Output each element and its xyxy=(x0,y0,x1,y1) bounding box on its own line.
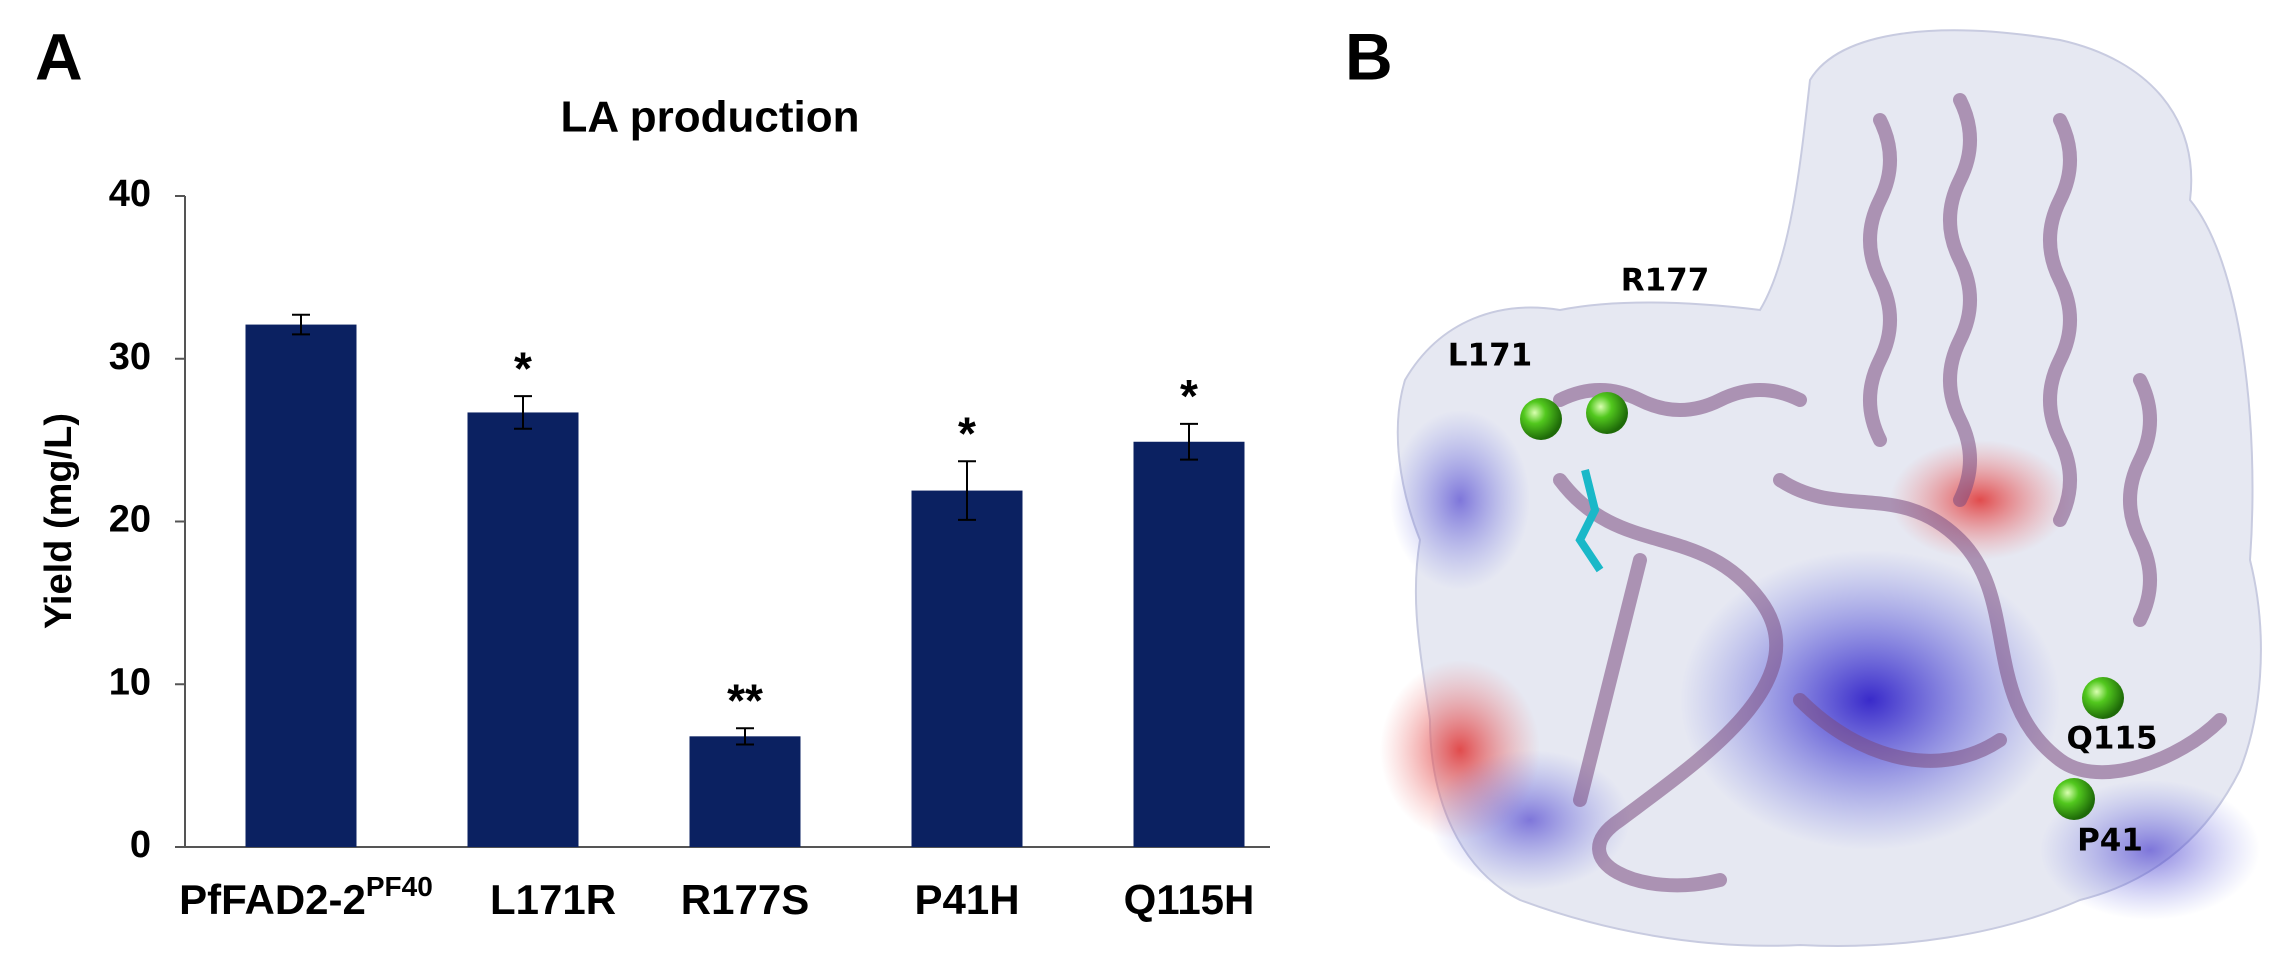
y-tick-label: 30 xyxy=(109,336,151,378)
x-tick-label-text: R177S xyxy=(681,876,809,923)
error-bar xyxy=(736,727,754,746)
surface-patch xyxy=(1390,410,1530,590)
bar xyxy=(689,736,801,847)
y-tick-label: 0 xyxy=(130,824,151,866)
error-bar xyxy=(958,460,976,521)
residue-label: L171 xyxy=(1448,338,1532,374)
surface-patch xyxy=(1890,440,2070,560)
bar xyxy=(467,412,579,847)
bar xyxy=(1133,441,1245,847)
x-tick-label-text: P41H xyxy=(914,876,1019,923)
significance-label: * xyxy=(1180,370,1198,422)
error-bar xyxy=(1180,422,1198,461)
x-tick-label: PfFAD2-2PF40 xyxy=(179,871,433,923)
surface-patch xyxy=(1430,750,1630,890)
x-tick-label-text: Q115H xyxy=(1124,876,1255,923)
residue-label: R177 xyxy=(1621,263,1710,299)
y-tick-label: 40 xyxy=(109,173,151,215)
residue-label: P41 xyxy=(2077,823,2143,859)
residue-label: Q115 xyxy=(2066,721,2157,757)
y-tick-label: 20 xyxy=(109,499,151,541)
significance-label: * xyxy=(514,342,532,394)
panel-label: B xyxy=(1345,19,1393,93)
y-axis-label: Yield (mg/L) xyxy=(38,413,80,629)
ribbons xyxy=(1553,93,2227,893)
significance-label: * xyxy=(958,407,976,459)
panel-label: A xyxy=(35,19,83,93)
y-tick-label: 10 xyxy=(109,661,151,703)
x-tick-label: R177S xyxy=(681,876,809,923)
ligand xyxy=(1575,469,1604,573)
chart-title: LA production xyxy=(561,93,860,142)
x-tick-label: L171R xyxy=(490,876,616,923)
plot-area: 0 10 20 30 40 PfFAD2-2PF40 * L171R ** R177S * P41H *… xyxy=(109,173,1270,923)
x-tick-label-text: PfFAD2-2 xyxy=(179,876,366,923)
surface-patch xyxy=(1680,550,2060,850)
surface-patch xyxy=(2040,780,2260,920)
residue-sphere xyxy=(1520,398,1562,440)
bar xyxy=(911,490,1023,847)
error-bar xyxy=(292,313,310,336)
x-tick-label-superscript: PF40 xyxy=(366,871,433,902)
residue-sphere xyxy=(2053,778,2095,820)
protein-structure: B R177 L171 Q115 P41 xyxy=(1345,19,2262,947)
x-tick-label: Q115H xyxy=(1124,876,1255,923)
residue-sphere xyxy=(1586,392,1628,434)
residue-sphere xyxy=(2082,677,2124,719)
x-tick-label-text: L171R xyxy=(490,876,616,923)
error-bar xyxy=(514,395,532,430)
x-tick-label: P41H xyxy=(914,876,1019,923)
bar xyxy=(245,324,357,847)
significance-label: ** xyxy=(727,674,763,726)
